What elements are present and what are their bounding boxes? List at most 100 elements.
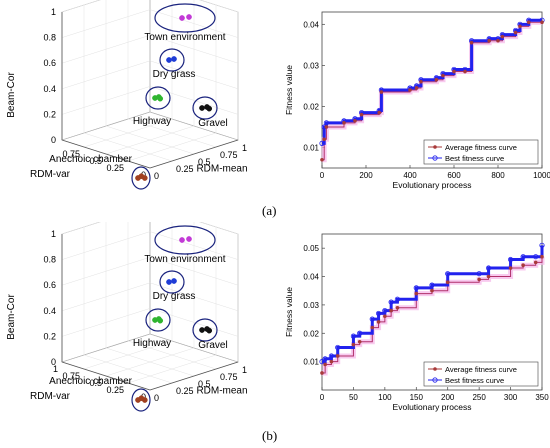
average-fitness-point <box>335 354 340 358</box>
y-axis-label: Fitness value <box>284 287 294 337</box>
x-tick-label: 1 <box>242 143 247 153</box>
z-tick-label: 0 <box>51 357 56 367</box>
x-tick-label: 150 <box>410 393 424 402</box>
average-fitness-point <box>320 157 324 162</box>
y-tick-label: 0.01 <box>303 143 319 152</box>
legend: Average fitness curve Best fitness curve <box>423 361 539 387</box>
average-fitness-point <box>324 125 329 129</box>
x-tick-label: 0.75 <box>220 150 238 160</box>
x-axis-label: Evolutionary process <box>393 402 472 412</box>
legend-marker-average <box>433 367 437 371</box>
y-tick-label: 0.02 <box>303 329 319 338</box>
best-fitness-point <box>394 296 401 302</box>
average-fitness-point <box>395 305 400 310</box>
cluster-ring <box>192 96 218 120</box>
average-fitness-point <box>430 288 434 293</box>
z-tick-label: 0.8 <box>43 255 56 265</box>
y-tick-label: 0.04 <box>303 20 319 29</box>
y-tick-label: 0.03 <box>303 61 319 70</box>
average-fitness-point <box>500 34 505 39</box>
grid-line <box>105 0 195 155</box>
grid-line <box>61 34 239 64</box>
data-point <box>179 15 185 21</box>
grid-line <box>61 222 239 235</box>
z-tick-label: 0 <box>51 135 56 145</box>
fitness-chart-a: 0 200 400 600 800 1000 0.01 0.02 0.03 0.04 Evoluti… <box>284 11 550 190</box>
average-fitness-point <box>408 88 412 92</box>
average-fitness-point <box>496 38 500 43</box>
legend-marker-best <box>432 155 438 161</box>
cluster-ring <box>145 86 171 110</box>
cluster-ring <box>192 318 218 342</box>
y-axis-line <box>61 139 151 169</box>
grid-line <box>105 0 195 155</box>
data-point <box>166 279 172 285</box>
best-fitness-point <box>429 282 435 288</box>
x-tick-label: 300 <box>504 393 518 402</box>
cluster-gravel: Gravel <box>192 96 228 129</box>
average-fitness-line <box>322 256 543 374</box>
average-fitness-point <box>441 73 445 78</box>
z-tick-label: 0.6 <box>43 280 56 290</box>
x-axis-label: Evolutionary process <box>393 180 472 190</box>
z-tick-label: 1 <box>51 229 56 239</box>
cluster-label: Dry grass <box>153 69 196 80</box>
x-tick-label: 0 <box>320 393 325 402</box>
average-fitness-point <box>353 118 357 123</box>
cluster-ring <box>145 308 171 332</box>
grid-line <box>83 5 173 162</box>
legend-label-average: Average fitness curve <box>445 143 517 152</box>
average-fitness-point <box>414 86 419 90</box>
legend-box <box>423 361 539 387</box>
best-fitness-point <box>507 256 514 263</box>
best-fitness-point <box>369 316 375 322</box>
grid-line <box>83 227 173 384</box>
grid-line <box>127 227 217 384</box>
grid-line <box>61 9 239 38</box>
x-tick-label: 1000 <box>533 171 550 180</box>
back-plane-y <box>149 0 239 141</box>
average-fitness-point <box>434 77 439 82</box>
data-point <box>141 397 148 403</box>
cluster-label: Highway <box>133 116 171 127</box>
data-point <box>171 56 177 62</box>
x-tick-label: 0 <box>320 171 325 180</box>
average-fitness-point <box>357 339 362 344</box>
average-fitness-point <box>518 24 522 29</box>
cluster-anechoic-chamber: Anechoic chamber <box>49 154 151 190</box>
cluster-label: Anechoic chamber <box>49 376 132 387</box>
best-fitness-point <box>539 242 545 248</box>
x-tick-label: 0.5 <box>198 379 211 389</box>
cluster-label: Dry grass <box>153 291 196 302</box>
legend-marker-average <box>433 145 437 149</box>
average-fitness-point <box>359 112 364 117</box>
legend-box <box>423 139 539 165</box>
grid-line <box>127 222 217 370</box>
legend-label-best: Best fitness curve <box>445 154 504 163</box>
best-fitness-point <box>520 254 526 260</box>
cluster-dry-grass: Dry grass <box>153 270 196 302</box>
best-fitness-point <box>322 356 328 362</box>
grid-line <box>61 231 239 260</box>
x-tick-label: 50 <box>349 393 358 402</box>
cluster-highway: Highway <box>133 308 171 349</box>
average-fitness-point <box>419 79 423 84</box>
y-tick-label: 0.02 <box>303 102 319 111</box>
cluster-anechoic-chamber: Anechoic chamber <box>49 376 151 412</box>
average-fitness-point <box>351 342 356 347</box>
y-tick-label: 0.01 <box>303 358 319 367</box>
z-tick-label: 0.4 <box>43 306 56 316</box>
z-tick-label: 0.2 <box>43 331 56 341</box>
cluster-label: Anechoic chamber <box>49 154 132 165</box>
y-tick-label: 0.04 <box>303 273 319 282</box>
x-tick-label: 0.25 <box>176 164 194 174</box>
x-tick-label: 250 <box>472 393 486 402</box>
average-fitness-point <box>376 320 381 324</box>
axes-box <box>61 222 239 391</box>
data-point <box>186 14 192 20</box>
fitness-chart-b: 0 50 100 150 200 250 300 350 0.01 0.02 0.03 0.04 0.0… <box>284 233 549 412</box>
cluster-label: Highway <box>133 338 171 349</box>
average-fitness-point <box>521 263 525 267</box>
average-fitness-point <box>477 277 481 282</box>
average-fitness-point <box>329 359 334 364</box>
